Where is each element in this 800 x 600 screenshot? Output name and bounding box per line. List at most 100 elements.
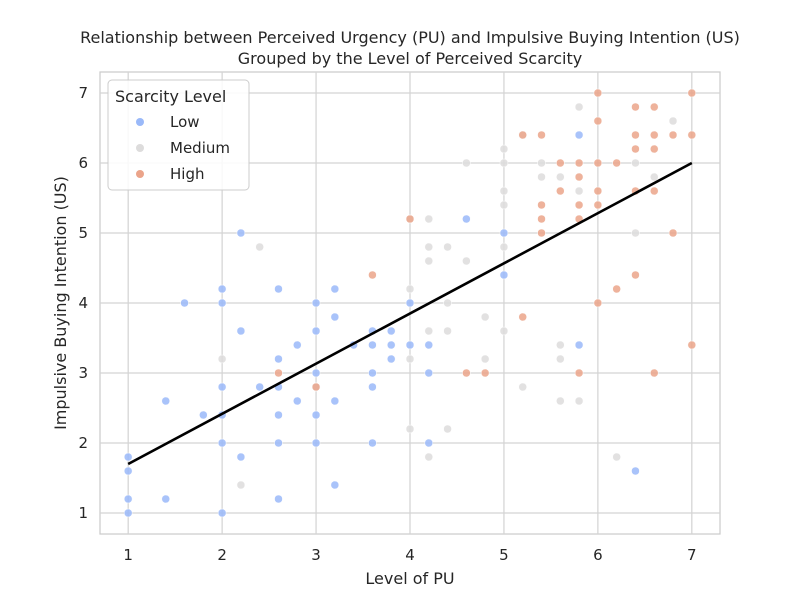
data-point-low (217, 508, 227, 518)
legend-label-high: High (170, 165, 204, 183)
data-point-medium (424, 452, 434, 462)
data-point-high (649, 130, 659, 140)
data-point-medium (574, 396, 584, 406)
data-point-high (537, 200, 546, 210)
x-tick-label: 2 (217, 546, 227, 564)
data-point-high (574, 172, 584, 182)
chart-subtitle: Grouped by the Level of Perceived Scarci… (238, 49, 582, 68)
legend-items: Low Medium High (136, 113, 230, 183)
data-point-medium (443, 242, 452, 252)
data-point-low (311, 298, 321, 308)
data-point-low (274, 410, 283, 420)
data-point-low (386, 354, 396, 364)
data-point-low (330, 284, 340, 294)
data-point-high (631, 130, 640, 140)
data-point-low (274, 354, 283, 364)
y-axis-label: Impulsive Buying Intention (US) (51, 176, 70, 430)
data-point-high (687, 340, 697, 350)
data-point-low (330, 312, 340, 322)
data-point-low (462, 214, 471, 224)
legend-frame (107, 79, 250, 191)
x-tick-label: 6 (593, 546, 603, 564)
data-point-high (593, 186, 603, 196)
data-point-low (631, 466, 640, 476)
data-point-high (687, 88, 697, 98)
data-point-medium (499, 158, 509, 168)
data-point-low (217, 284, 227, 294)
data-point-medium (462, 256, 471, 266)
data-point-medium (217, 354, 227, 364)
data-point-medium (537, 158, 546, 168)
x-axis-label: Level of PU (365, 569, 454, 588)
data-point-low (236, 452, 246, 462)
data-point-low (274, 494, 283, 504)
legend-label-low: Low (170, 113, 200, 131)
legend-marker-medium (136, 144, 144, 152)
data-point-medium (574, 186, 584, 196)
data-point-low (293, 340, 302, 350)
data-point-high (480, 368, 490, 378)
data-point-low (217, 438, 227, 448)
data-point-low (386, 326, 396, 336)
data-point-low (199, 410, 208, 420)
data-point-medium (499, 326, 509, 336)
data-point-high (649, 186, 659, 196)
data-point-low (217, 298, 227, 308)
data-point-medium (443, 298, 452, 308)
chart-title: Relationship between Perceived Urgency (… (80, 28, 740, 47)
data-point-high (368, 270, 377, 280)
data-point-medium (574, 102, 584, 112)
data-point-low (123, 494, 133, 504)
data-point-medium (424, 242, 434, 252)
data-point-low (123, 508, 133, 518)
data-point-low (180, 298, 189, 308)
data-point-medium (556, 354, 565, 364)
x-tick-label: 7 (687, 546, 697, 564)
y-tick-label: 2 (78, 434, 88, 452)
data-point-medium (424, 326, 434, 336)
y-tick-label: 4 (78, 294, 88, 312)
data-point-low (574, 130, 584, 140)
data-point-high (537, 228, 546, 238)
data-point-medium (631, 158, 640, 168)
legend: Scarcity Level Low Medium High (107, 79, 250, 191)
data-point-high (574, 200, 584, 210)
data-point-high (649, 144, 659, 154)
data-point-low (330, 396, 340, 406)
data-point-medium (499, 144, 509, 154)
legend-title: Scarcity Level (115, 87, 226, 106)
data-point-high (593, 88, 603, 98)
data-point-medium (499, 200, 509, 210)
data-point-high (556, 158, 565, 168)
data-point-low (386, 340, 396, 350)
data-points (123, 88, 697, 518)
data-point-low (368, 340, 377, 350)
data-point-medium (556, 172, 565, 182)
data-point-high (631, 102, 640, 112)
data-point-medium (424, 256, 434, 266)
data-point-low (311, 438, 321, 448)
data-point-medium (236, 480, 246, 490)
data-point-medium (424, 214, 434, 224)
data-point-high (518, 130, 527, 140)
y-tick-label: 5 (78, 224, 88, 242)
data-point-high (593, 116, 603, 126)
data-point-high (631, 270, 640, 280)
data-point-low (311, 368, 321, 378)
legend-marker-high (136, 170, 144, 178)
data-point-medium (556, 340, 565, 350)
data-point-low (499, 228, 509, 238)
y-tick-label: 7 (78, 84, 88, 102)
data-point-high (631, 144, 640, 154)
y-tick-label: 6 (78, 154, 88, 172)
data-point-medium (612, 452, 621, 462)
data-point-low (123, 452, 133, 462)
data-point-high (649, 368, 659, 378)
axis-ticks: 1 2 3 4 5 6 7 1 2 3 4 5 6 7 (78, 84, 696, 564)
data-point-low (368, 438, 377, 448)
data-point-medium (631, 228, 640, 238)
legend-label-medium: Medium (170, 139, 230, 157)
data-point-medium (556, 396, 565, 406)
